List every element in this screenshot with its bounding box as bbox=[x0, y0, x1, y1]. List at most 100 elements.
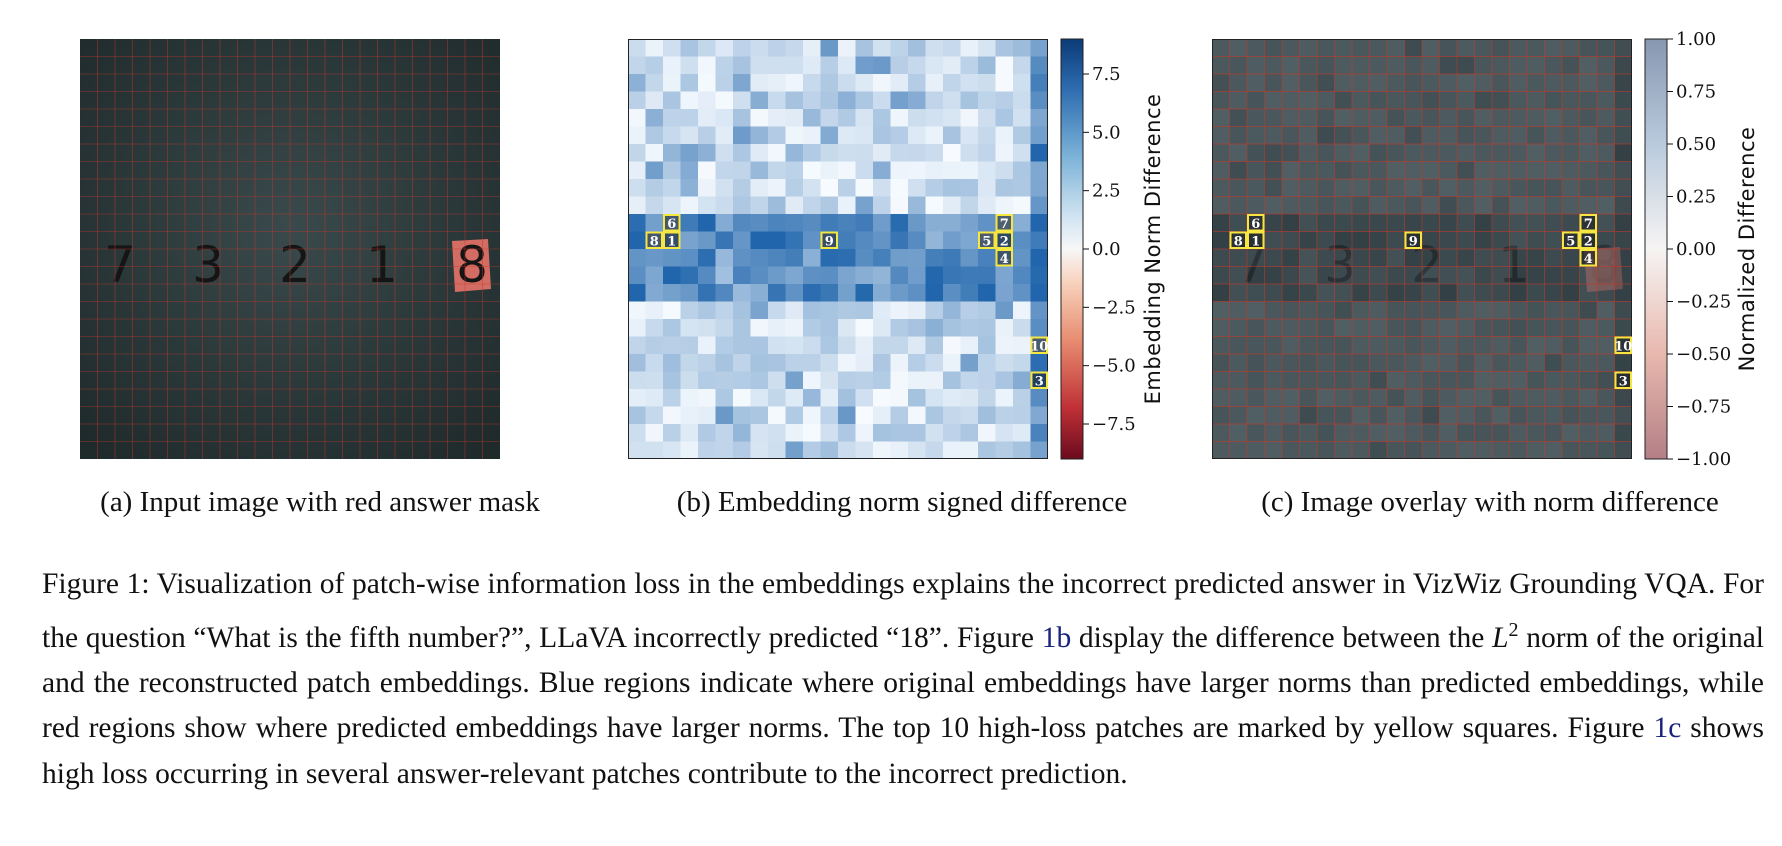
overlay-cell bbox=[1369, 336, 1387, 354]
overlay-cell bbox=[1247, 109, 1265, 127]
overlay-cell bbox=[1527, 161, 1545, 179]
heatmap-cell bbox=[855, 406, 874, 425]
heatmap-cell bbox=[820, 144, 839, 162]
heatmap-cell bbox=[925, 39, 944, 57]
overlay-cell bbox=[1439, 74, 1457, 92]
overlay-cell bbox=[1527, 424, 1545, 442]
caption-figure-word: Figure bbox=[956, 621, 1034, 654]
overlay-cell bbox=[1474, 179, 1492, 197]
overlay-cell bbox=[1282, 126, 1300, 144]
overlay-cell bbox=[1457, 284, 1475, 302]
heatmap-cell bbox=[750, 336, 769, 355]
overlay-cell bbox=[1544, 196, 1562, 214]
overlay-cell bbox=[1509, 56, 1527, 74]
heatmap-cell bbox=[1030, 109, 1048, 127]
heatmap-cell bbox=[628, 144, 646, 162]
overlay-cell bbox=[1544, 161, 1562, 179]
heatmap-cell bbox=[838, 266, 856, 285]
overlay-cell bbox=[1457, 249, 1475, 267]
heatmap-cell bbox=[908, 196, 926, 215]
overlay-cell bbox=[1474, 39, 1492, 57]
figure-ref-1c[interactable]: 1c bbox=[1653, 712, 1682, 745]
overlay-cell bbox=[1544, 144, 1562, 162]
heatmap-cell bbox=[715, 284, 734, 302]
heatmap-cell bbox=[1030, 249, 1048, 267]
overlay-cell bbox=[1247, 301, 1265, 319]
heatmap-cell bbox=[855, 39, 874, 57]
overlay-cell bbox=[1264, 336, 1282, 354]
overlay-cell bbox=[1457, 74, 1475, 92]
heatmap-cell bbox=[890, 406, 909, 425]
heatmap-cell bbox=[645, 319, 664, 337]
overlay-cell bbox=[1387, 301, 1405, 319]
overlay-cell bbox=[1282, 424, 1300, 442]
subcaption-c: (c) Image overlay with norm difference bbox=[1261, 486, 1719, 518]
overlay-cell bbox=[1457, 354, 1475, 372]
overlay-cell bbox=[1282, 91, 1300, 109]
heatmap-cell bbox=[785, 179, 804, 197]
overlay-cell bbox=[1492, 266, 1510, 284]
heatmap-cell bbox=[820, 266, 839, 285]
heatmap-cell bbox=[978, 109, 996, 127]
overlay-cell bbox=[1614, 196, 1632, 214]
overlay-cell bbox=[1229, 161, 1247, 179]
overlay-cell bbox=[1387, 424, 1405, 442]
overlay-cell bbox=[1404, 56, 1422, 74]
overlay-cell bbox=[1614, 389, 1632, 407]
heatmap-cell bbox=[890, 441, 909, 459]
top-patch-marker-8: 8 bbox=[1229, 231, 1247, 249]
overlay-cell bbox=[1334, 424, 1352, 442]
heatmap-cell bbox=[733, 284, 751, 302]
heatmap-cell bbox=[803, 336, 821, 355]
heatmap-cell bbox=[785, 319, 804, 337]
heatmap-cell bbox=[908, 91, 926, 110]
heatmap-cell bbox=[645, 196, 664, 215]
heatmap-cell bbox=[873, 266, 891, 285]
overlay-cell bbox=[1509, 371, 1527, 389]
overlay-cell bbox=[1387, 214, 1405, 232]
heatmap-cell bbox=[785, 161, 804, 180]
heatmap-cell bbox=[663, 266, 681, 285]
figure-ref-1b[interactable]: 1b bbox=[1041, 621, 1072, 654]
heatmap-cell bbox=[855, 126, 874, 145]
overlay-cell bbox=[1439, 406, 1457, 424]
overlay-cell bbox=[1562, 319, 1580, 337]
heatmap-cell bbox=[978, 196, 996, 215]
heatmap-cell bbox=[925, 406, 944, 425]
heatmap-cell bbox=[645, 266, 664, 285]
heatmap-cell bbox=[663, 126, 681, 145]
heatmap-cell bbox=[750, 196, 769, 215]
heatmap-cell bbox=[925, 441, 944, 459]
overlay-cell bbox=[1369, 39, 1387, 57]
overlay-cell bbox=[1229, 406, 1247, 424]
overlay-cell bbox=[1212, 144, 1230, 162]
overlay-cell bbox=[1474, 126, 1492, 144]
heatmap-cell bbox=[698, 354, 716, 372]
overlay-cell bbox=[1387, 179, 1405, 197]
heatmap-cell bbox=[715, 39, 734, 57]
heatmap-cell bbox=[733, 144, 751, 162]
heatmap-cell bbox=[855, 266, 874, 285]
overlay-cell bbox=[1387, 74, 1405, 92]
heatmap-cells bbox=[628, 39, 1048, 459]
overlay-cell bbox=[1457, 231, 1475, 249]
overlay-cell bbox=[1282, 336, 1300, 354]
heatmap-cell bbox=[1013, 179, 1031, 197]
heatmap-cell bbox=[943, 424, 961, 442]
overlay-cell bbox=[1352, 196, 1370, 214]
heatmap-cell bbox=[715, 231, 734, 250]
heatmap-cell bbox=[628, 389, 646, 407]
overlay-cell bbox=[1317, 424, 1335, 442]
heatmap-cell bbox=[838, 406, 856, 425]
colorbar-tick-label: −0.50 bbox=[1676, 344, 1731, 365]
overlay-cell bbox=[1387, 249, 1405, 267]
overlay-cell bbox=[1509, 179, 1527, 197]
overlay-cell bbox=[1597, 301, 1615, 319]
overlay-cell bbox=[1229, 389, 1247, 407]
heatmap-cell bbox=[768, 56, 786, 75]
overlay-cell bbox=[1247, 74, 1265, 92]
heatmap-cell bbox=[943, 284, 961, 302]
overlay-cell bbox=[1369, 179, 1387, 197]
heatmap-cell bbox=[803, 406, 821, 425]
overlay-cell bbox=[1474, 74, 1492, 92]
